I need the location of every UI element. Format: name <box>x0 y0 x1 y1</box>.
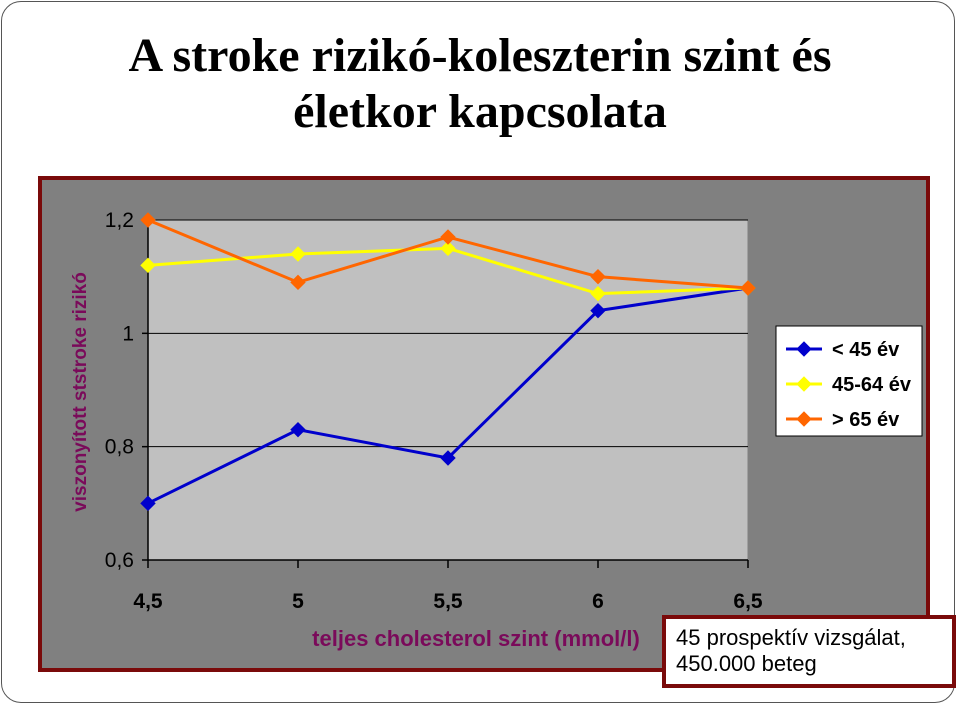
note-line-1: 45 prospektív vizsgálat, <box>676 625 906 650</box>
legend-label-1: 45-64 év <box>832 374 912 396</box>
title-line-2: életkor kapcsolata <box>293 85 667 138</box>
x-tick-label-4: 6,5 <box>733 590 763 613</box>
series-0-point-2 <box>440 450 456 466</box>
y-axis-label: viszonyított ststroke rizikó <box>70 272 91 512</box>
series-2-point-0 <box>140 212 156 228</box>
x-tick-label-0: 4,5 <box>133 590 163 613</box>
legend-swatch-marker-2 <box>796 411 812 427</box>
series-0-point-3 <box>590 302 606 319</box>
y-tick-label-1: 0,8 <box>105 436 134 459</box>
series-1-point-2 <box>440 240 456 257</box>
series-2-point-2 <box>440 229 456 245</box>
plot-area <box>147 219 749 561</box>
series-1-point-3 <box>590 285 606 302</box>
series-2-point-1 <box>290 274 306 291</box>
x-axis-label: teljes cholesterol szint (mmol/l) <box>312 626 640 651</box>
legend-label-2: > 65 év <box>832 409 900 431</box>
legend-label-0: < 45 év <box>832 339 900 361</box>
series-1-point-1 <box>290 246 306 262</box>
y-tick-label-2: 1 <box>122 322 134 345</box>
title-line-1: A stroke rizikó-koleszterin szint és <box>128 29 832 82</box>
x-tick-label-2: 5,5 <box>433 590 463 613</box>
series-2-point-4 <box>740 280 756 296</box>
x-tick-label-1: 5 <box>292 590 304 613</box>
legend-swatch-marker-0 <box>796 341 812 357</box>
y-tick-label-3: 1,2 <box>105 209 134 232</box>
y-tick-label-0: 0,6 <box>105 549 134 572</box>
study-note: 45 prospektív vizsgálat, 450.000 beteg <box>662 615 956 688</box>
series-2-point-3 <box>590 268 606 285</box>
series-0-point-1 <box>290 421 306 438</box>
note-line-2: 450.000 beteg <box>676 651 817 676</box>
slide-title: A stroke rizikó-koleszterin szint és éle… <box>0 28 960 140</box>
series-1-point-0 <box>140 257 156 274</box>
x-tick-label-3: 6 <box>592 590 604 613</box>
series-0-point-0 <box>140 495 156 512</box>
legend-swatch-marker-1 <box>796 376 812 392</box>
